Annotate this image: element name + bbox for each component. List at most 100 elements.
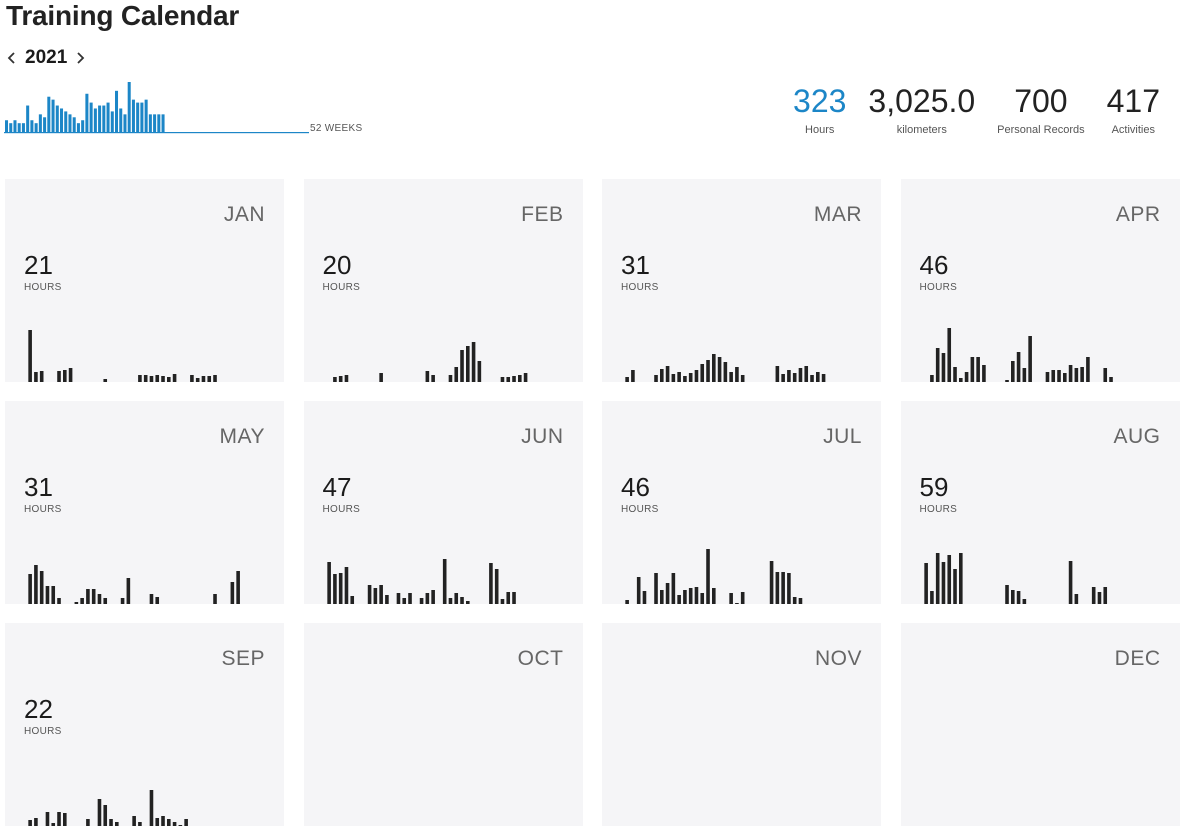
month-hours-value: 59: [919, 472, 949, 502]
day-bar: [63, 370, 67, 382]
month-name: JUL: [823, 425, 862, 448]
week-bar[interactable]: [51, 99, 55, 132]
day-bar: [488, 563, 493, 604]
day-bar: [34, 372, 38, 382]
week-bar[interactable]: [131, 99, 135, 132]
week-bar[interactable]: [85, 93, 89, 132]
day-bar: [155, 375, 160, 382]
week-bar[interactable]: [123, 114, 127, 132]
day-bar: [384, 595, 389, 604]
day-bar: [1102, 368, 1107, 382]
week-bar[interactable]: [47, 96, 51, 132]
day-bar: [700, 364, 705, 382]
day-bar: [401, 598, 406, 604]
day-bar: [821, 374, 826, 382]
month-card-nov[interactable]: NOV: [602, 623, 881, 826]
day-bar: [28, 574, 32, 604]
day-bar: [51, 586, 56, 604]
week-bar[interactable]: [93, 108, 97, 132]
next-year-button[interactable]: [72, 45, 88, 71]
day-bar: [80, 598, 84, 604]
week-bar[interactable]: [89, 102, 93, 132]
day-bar: [213, 375, 217, 382]
month-hours-value: 21: [24, 250, 53, 280]
day-bar: [804, 366, 809, 382]
day-bar: [1004, 380, 1009, 382]
week-bar[interactable]: [144, 99, 148, 132]
week-bar[interactable]: [60, 108, 64, 132]
week-bar[interactable]: [148, 114, 152, 132]
week-bar[interactable]: [21, 123, 25, 132]
week-bar[interactable]: [68, 114, 72, 132]
month-card-may[interactable]: MAY 31 HOURS: [5, 401, 284, 604]
day-bar: [1016, 591, 1020, 604]
week-bar[interactable]: [81, 120, 85, 132]
week-bar[interactable]: [26, 105, 30, 132]
week-bar[interactable]: [17, 123, 21, 132]
week-bar[interactable]: [98, 105, 102, 132]
day-bar: [723, 362, 728, 382]
month-card-apr[interactable]: APR 46 HOURS: [900, 179, 1180, 382]
week-bar[interactable]: [153, 114, 157, 132]
day-bar: [332, 574, 337, 604]
week-bar[interactable]: [161, 114, 165, 132]
week-bar[interactable]: [119, 108, 123, 132]
month-card-feb[interactable]: FEB 20 HOURS: [303, 179, 583, 382]
day-bar: [729, 372, 733, 382]
week-bar[interactable]: [34, 123, 38, 132]
week-bar[interactable]: [30, 120, 34, 132]
day-bar: [91, 589, 96, 604]
day-bar: [155, 597, 160, 604]
week-bar[interactable]: [110, 111, 114, 132]
day-bar: [195, 378, 200, 382]
month-card-jan[interactable]: JAN 21 HOURS: [5, 179, 284, 382]
stat-label: Hours: [805, 124, 835, 136]
week-bar[interactable]: [115, 90, 119, 132]
day-bar: [735, 603, 739, 604]
month-card-jul[interactable]: JUL 46 HOURS: [602, 401, 881, 604]
month-daily-chart: [625, 354, 826, 382]
day-bar: [952, 569, 957, 604]
month-daily-chart: [625, 549, 803, 604]
page-title: Training Calendar: [6, 0, 240, 31]
month-name: MAR: [813, 203, 862, 226]
week-bar[interactable]: [76, 123, 80, 132]
week-bar[interactable]: [43, 117, 47, 132]
month-hours-value: 46: [621, 472, 650, 502]
day-bar: [332, 377, 337, 382]
day-bar: [958, 378, 963, 382]
day-bar: [453, 367, 458, 382]
week-bar[interactable]: [106, 102, 110, 132]
week-bar[interactable]: [72, 117, 76, 132]
month-card-mar[interactable]: MAR 31 HOURS: [602, 179, 881, 382]
day-bar: [775, 366, 780, 382]
month-card-dec[interactable]: DEC: [900, 623, 1180, 826]
month-daily-chart: [28, 790, 188, 826]
day-bar: [430, 590, 435, 604]
week-bar[interactable]: [102, 105, 106, 132]
week-bar[interactable]: [13, 120, 17, 132]
month-card-sep[interactable]: SEP 22 HOURS: [5, 623, 284, 826]
month-card-jun[interactable]: JUN 47 HOURS: [303, 401, 583, 604]
week-bar[interactable]: [55, 105, 59, 132]
week-bar[interactable]: [157, 114, 161, 132]
prev-year-button[interactable]: [4, 45, 20, 71]
day-bar: [665, 583, 670, 604]
day-bar: [1091, 587, 1095, 604]
weekly-hours-chart[interactable]: [4, 78, 309, 134]
day-bar: [712, 354, 716, 382]
month-name: FEB: [521, 203, 564, 226]
week-bar[interactable]: [140, 102, 144, 132]
week-bar[interactable]: [127, 82, 131, 132]
week-bar[interactable]: [5, 120, 9, 132]
day-bar: [45, 586, 50, 604]
month-card-oct[interactable]: OCT: [303, 623, 583, 826]
week-bar[interactable]: [38, 114, 42, 132]
day-bar: [677, 372, 681, 382]
week-bar[interactable]: [136, 102, 140, 132]
month-card-aug[interactable]: AUG 59 HOURS: [900, 401, 1180, 604]
day-bar: [407, 593, 412, 604]
week-bar[interactable]: [64, 111, 68, 132]
day-bar: [654, 375, 658, 382]
week-bar[interactable]: [9, 123, 13, 132]
